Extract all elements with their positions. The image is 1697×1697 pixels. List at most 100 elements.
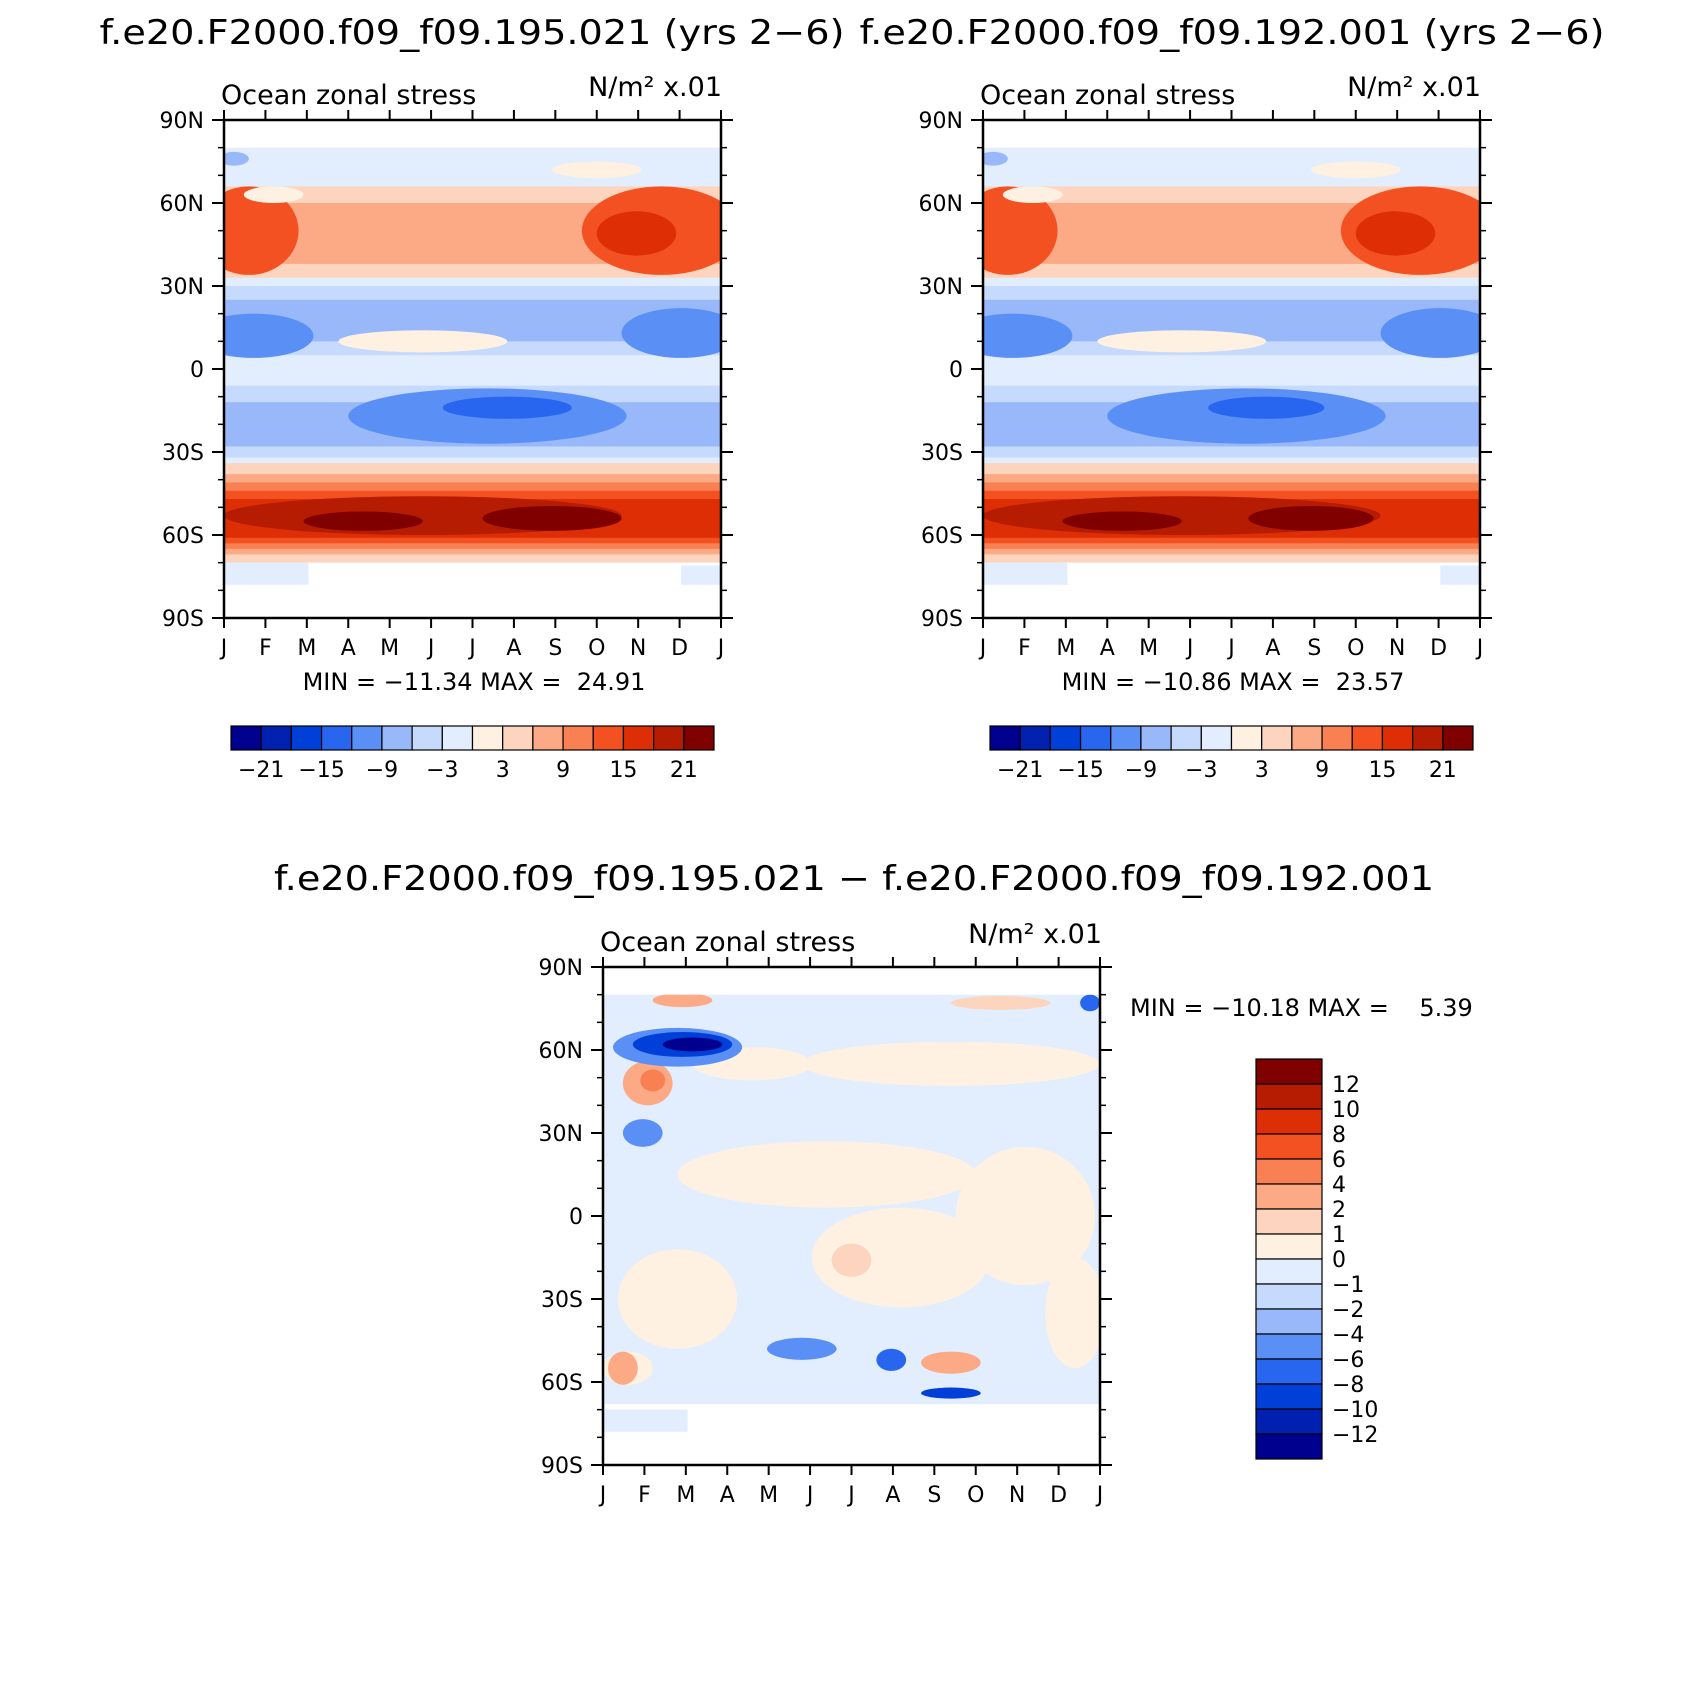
colorbar-label: 8 bbox=[1332, 1123, 1346, 1148]
nh-tropical-westerly bbox=[1097, 330, 1267, 353]
x-tick-label: N bbox=[630, 636, 646, 661]
panel3-variable-label: Ocean zonal stress bbox=[600, 927, 855, 958]
colorbar-label: −8 bbox=[1332, 1373, 1364, 1398]
so-jet-max-1 bbox=[303, 511, 423, 531]
colorbar-box bbox=[1291, 725, 1323, 751]
x-tick-label: A bbox=[341, 636, 356, 661]
diff-weak-positive bbox=[617, 1249, 738, 1349]
so-jet-max-1 bbox=[1062, 511, 1182, 531]
colorbar-box bbox=[502, 725, 534, 751]
colorbar-label: 21 bbox=[670, 758, 698, 783]
colorbar-box bbox=[1230, 725, 1263, 751]
y-tick-label: 60N bbox=[919, 192, 963, 217]
x-tick-label: S bbox=[927, 1483, 941, 1508]
colorbar-label: −3 bbox=[426, 758, 458, 783]
y-tick-label: 30N bbox=[160, 275, 204, 300]
y-tick-label: 90S bbox=[921, 607, 963, 632]
panel3-minmax: MIN = −10.18 MAX = 5.39 bbox=[1130, 994, 1473, 1022]
colorbar-label: −10 bbox=[1332, 1398, 1378, 1423]
colorbar-label: 9 bbox=[1315, 758, 1329, 783]
diff-negative-arctic bbox=[1080, 994, 1100, 1012]
x-tick-label: J bbox=[1185, 636, 1194, 661]
colorbar-box bbox=[1255, 1108, 1323, 1135]
diff-positive-arctic-2 bbox=[950, 996, 1051, 1010]
x-tick-label: J bbox=[426, 636, 435, 661]
y-tick-label: 30S bbox=[921, 441, 963, 466]
nh-trades-winter-left bbox=[224, 313, 314, 358]
colorbar-box bbox=[683, 725, 715, 751]
sh-trades-core bbox=[442, 396, 572, 419]
colorbar-box bbox=[592, 725, 625, 751]
colorbar-box bbox=[1255, 1258, 1323, 1285]
x-tick-label: J bbox=[716, 636, 725, 661]
x-tick-label: J bbox=[1226, 636, 1235, 661]
colorbar-label: 3 bbox=[496, 758, 510, 783]
arctic-light-positive-2 bbox=[1311, 161, 1401, 179]
colorbar-box bbox=[230, 725, 262, 751]
colorbar-box bbox=[1255, 1358, 1323, 1385]
colorbar-box bbox=[320, 725, 353, 751]
panel2-heatmap bbox=[983, 120, 1480, 618]
so-jet-max-2 bbox=[482, 505, 622, 531]
colorbar-label: 2 bbox=[1332, 1198, 1346, 1223]
x-tick-label: J bbox=[467, 636, 476, 661]
nh-trades-winter-left bbox=[983, 313, 1073, 358]
x-tick-label: S bbox=[548, 636, 562, 661]
colorbar-label: −9 bbox=[1125, 758, 1157, 783]
colorbar-label: 0 bbox=[1332, 1248, 1346, 1273]
colorbar-label: −9 bbox=[366, 758, 398, 783]
colorbar-label: 1 bbox=[1332, 1223, 1346, 1248]
panel2-title: f.e20.F2000.f09_f09.192.001 (yrs 2−6) bbox=[860, 13, 1605, 53]
sh-trades-core bbox=[1208, 396, 1325, 419]
colorbar-box bbox=[260, 725, 292, 751]
x-tick-label: A bbox=[506, 636, 521, 661]
x-tick-label: S bbox=[1307, 636, 1321, 661]
nh-trades-winter-right bbox=[621, 308, 721, 358]
x-tick-label: M bbox=[759, 1483, 778, 1508]
colorbar-label: −15 bbox=[298, 758, 344, 783]
y-tick-label: 90S bbox=[541, 1454, 583, 1479]
x-tick-label: F bbox=[1018, 636, 1031, 661]
panel1-units-label: N/m² x.01 bbox=[588, 72, 722, 103]
diff-positive-jul bbox=[831, 1243, 872, 1277]
colorbar-box bbox=[1442, 725, 1474, 751]
diff-positive-sep bbox=[921, 1351, 981, 1374]
x-tick-label: O bbox=[967, 1483, 984, 1508]
colorbar-box bbox=[1255, 1233, 1323, 1260]
sea-ice-edge-left bbox=[983, 562, 1068, 585]
x-tick-label: J bbox=[978, 636, 987, 661]
colorbar-box bbox=[1255, 1433, 1323, 1460]
colorbar-label: −4 bbox=[1332, 1323, 1364, 1348]
diff-negative-may bbox=[767, 1337, 837, 1360]
colorbar-box bbox=[1255, 1383, 1323, 1410]
y-tick-label: 90S bbox=[162, 607, 204, 632]
y-tick-label: 30S bbox=[162, 441, 204, 466]
colorbar-box bbox=[1079, 725, 1112, 751]
arctic-negative bbox=[224, 151, 249, 166]
diff-negative-core bbox=[662, 1037, 723, 1052]
nh-tropical-westerly bbox=[338, 330, 508, 353]
x-tick-label: O bbox=[1347, 636, 1364, 661]
y-tick-label: 30N bbox=[539, 1122, 583, 1147]
colorbar-box bbox=[351, 725, 383, 751]
diff-weak-positive bbox=[1045, 1257, 1100, 1369]
land-north bbox=[603, 967, 1100, 995]
nh-trades-winter-right bbox=[1380, 308, 1480, 358]
colorbar-label: −21 bbox=[997, 758, 1043, 783]
x-tick-label: D bbox=[1050, 1483, 1067, 1508]
x-tick-label: A bbox=[1265, 636, 1280, 661]
colorbar-label: −12 bbox=[1332, 1423, 1378, 1448]
diff-negative-aug bbox=[876, 1348, 907, 1371]
colorbar-label: 12 bbox=[1332, 1073, 1360, 1098]
panel1-variable-label: Ocean zonal stress bbox=[221, 80, 476, 111]
colorbar-box bbox=[290, 725, 323, 751]
y-tick-label: 60S bbox=[162, 524, 204, 549]
diff-weak-positive bbox=[677, 1141, 976, 1208]
x-tick-label: A bbox=[720, 1483, 735, 1508]
y-tick-label: 60N bbox=[539, 1039, 583, 1064]
y-tick-label: 90N bbox=[160, 109, 204, 134]
